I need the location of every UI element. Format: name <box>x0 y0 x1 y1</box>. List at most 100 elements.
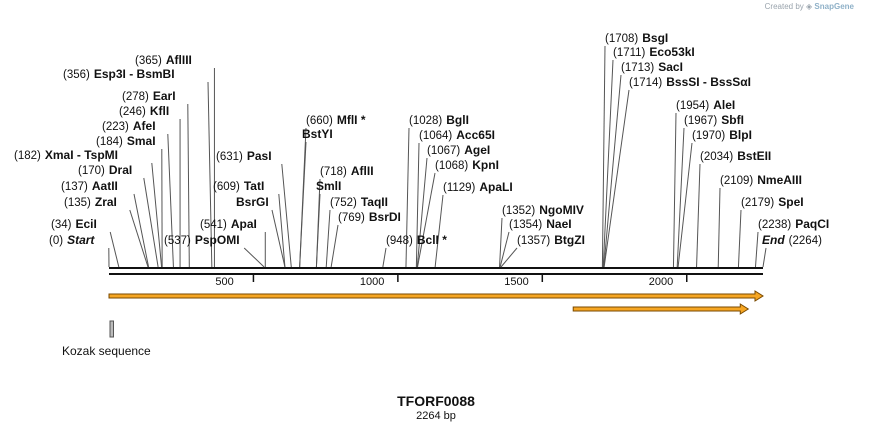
site-position: (1129) <box>443 182 475 194</box>
site-name: AfeI <box>133 119 156 133</box>
site-label-smli[interactable]: SmlI <box>316 180 341 194</box>
site-name: BsrGI <box>236 195 269 209</box>
site-label-mfli[interactable]: (660)MflI * <box>302 114 366 128</box>
site-position: (2034) <box>700 151 733 163</box>
site-leader <box>673 113 676 267</box>
plasmid-name: TFORF0088 <box>0 393 872 409</box>
site-position: (660) <box>306 115 333 127</box>
site-leader <box>755 232 758 267</box>
site-name: AgeI <box>464 143 490 157</box>
site-label-btgzi[interactable]: (1357) BtgZI <box>513 234 585 248</box>
site-leader <box>435 195 443 267</box>
site-label-bsssi-bsss-i[interactable]: (1714)BssSI - BssSαI <box>625 76 751 90</box>
site-position: (769) <box>338 212 365 224</box>
site-position: (365) <box>135 55 162 67</box>
site-label-apali[interactable]: (1129)ApaLI <box>439 181 513 195</box>
site-position: (137) <box>61 181 88 193</box>
site-position: (0) <box>49 235 63 247</box>
site-label-taqii[interactable]: (752)TaqII <box>326 196 388 210</box>
site-label-blpi[interactable]: (1970)BlpI <box>688 129 752 143</box>
site-position: (1068) <box>435 160 468 172</box>
site-position: (1967) <box>684 115 717 127</box>
site-label-bstyi[interactable]: BstYI <box>302 128 333 142</box>
site-label-aflii[interactable]: (718)AflII <box>316 165 374 179</box>
axis-tick-label: 1000 <box>360 276 384 288</box>
site-name: TatI <box>244 179 264 193</box>
site-name: AflII <box>351 164 374 178</box>
site-name: Esp3I - BsmBI <box>94 67 175 81</box>
site-position: (1713) <box>621 62 654 74</box>
site-label-naei[interactable]: (1354)NaeI <box>505 218 572 232</box>
site-label-ecii[interactable]: (34) EciI <box>47 218 97 232</box>
site-leader <box>718 188 720 267</box>
site-label-xmai-tspmi[interactable]: (182)XmaI - TspMI <box>10 149 118 163</box>
site-position: (2264) <box>789 235 822 247</box>
site-label-end[interactable]: End(2264) <box>762 234 826 248</box>
site-position: (631) <box>216 151 243 163</box>
site-position: (2109) <box>720 175 753 187</box>
site-label-bsteii[interactable]: (2034) BstEII <box>696 150 771 164</box>
site-leader <box>300 128 306 267</box>
site-leader <box>501 248 517 267</box>
site-label-drai[interactable]: (170)DraI <box>74 164 132 178</box>
site-label-esp3i-bsmbi[interactable]: (356)Esp3I - BsmBI <box>59 68 175 82</box>
site-label-bsrgi[interactable]: BsrGI <box>236 196 269 210</box>
site-name: KpnI <box>472 158 499 172</box>
feature-label-kozak[interactable]: Kozak sequence <box>62 344 151 358</box>
site-label-bcli[interactable]: (948)BclI * <box>382 234 447 248</box>
site-label-afei[interactable]: (223)AfeI <box>98 120 156 134</box>
site-label-acc65i[interactable]: (1064)Acc65I <box>415 129 495 143</box>
site-label-paqci[interactable]: (2238)PaqCI <box>754 218 829 232</box>
site-name: BtgZI <box>554 233 585 247</box>
kozak-feature-box <box>110 321 114 337</box>
site-position: (537) <box>164 235 191 247</box>
site-label-apai[interactable]: (541)ApaI <box>196 218 257 232</box>
site-position: (609) <box>213 181 240 193</box>
site-label-zrai[interactable]: (135) ZraI <box>60 196 117 210</box>
site-position: (135) <box>64 197 91 209</box>
site-label-nmeaiii[interactable]: (2109)NmeAIII <box>716 174 802 188</box>
site-label-bsrdi[interactable]: (769)BsrDI <box>334 211 401 225</box>
site-label-pspomi[interactable]: (537)PspOMI <box>160 234 240 248</box>
site-label-aatii[interactable]: (137) AatII <box>57 180 118 194</box>
orf-arrow-main <box>109 291 763 301</box>
site-label-kfli[interactable]: (246) KflI <box>115 105 169 119</box>
site-position: (1357) <box>517 235 550 247</box>
site-label-bsgi[interactable]: (1708)BsgI <box>601 32 668 46</box>
site-label-start[interactable]: (0) Start <box>45 234 94 248</box>
site-name: AatII <box>92 179 118 193</box>
site-name: ApaI <box>231 217 257 231</box>
site-label-tati[interactable]: (609) TatI <box>209 180 264 194</box>
site-leader <box>279 194 285 267</box>
site-name: Start <box>67 233 94 247</box>
site-label-ngomiv[interactable]: (1352)NgoMIV <box>498 204 584 218</box>
site-label-pasi[interactable]: (631)PasI <box>212 150 272 164</box>
site-name: BstYI <box>302 127 333 141</box>
site-leader <box>697 164 700 267</box>
site-name: Acc65I <box>456 128 495 142</box>
site-label-smai[interactable]: (184)SmaI <box>92 135 156 149</box>
site-label-saci[interactable]: (1713)SacI <box>617 61 683 75</box>
site-name: ZraI <box>95 195 117 209</box>
site-label-alei[interactable]: (1954)AleI <box>672 99 735 113</box>
site-position: (246) <box>119 106 146 118</box>
plasmid-length: 2264 bp <box>0 410 872 422</box>
site-name: KflI <box>150 104 169 118</box>
site-name: BglI <box>446 113 469 127</box>
site-leader <box>383 248 386 267</box>
site-leader <box>418 173 435 267</box>
site-position: (34) <box>51 219 71 231</box>
site-label-eco53ki[interactable]: (1711)Eco53kI <box>609 46 695 60</box>
site-leader <box>738 210 741 267</box>
site-label-sbfi[interactable]: (1967)SbfI <box>680 114 744 128</box>
site-label-eari[interactable]: (278)EarI <box>118 90 176 104</box>
site-label-kpni[interactable]: (1068) KpnI <box>431 159 499 173</box>
site-label-afliii[interactable]: (365)AflIII <box>131 54 192 68</box>
site-label-bgli[interactable]: (1028)BglI <box>405 114 469 128</box>
site-label-spei[interactable]: (2179)SpeI <box>737 196 804 210</box>
site-name: EciI <box>75 217 96 231</box>
site-name: BstEII <box>737 149 771 163</box>
site-label-agei[interactable]: (1067)AgeI <box>423 144 490 158</box>
site-name: BsgI <box>642 31 668 45</box>
